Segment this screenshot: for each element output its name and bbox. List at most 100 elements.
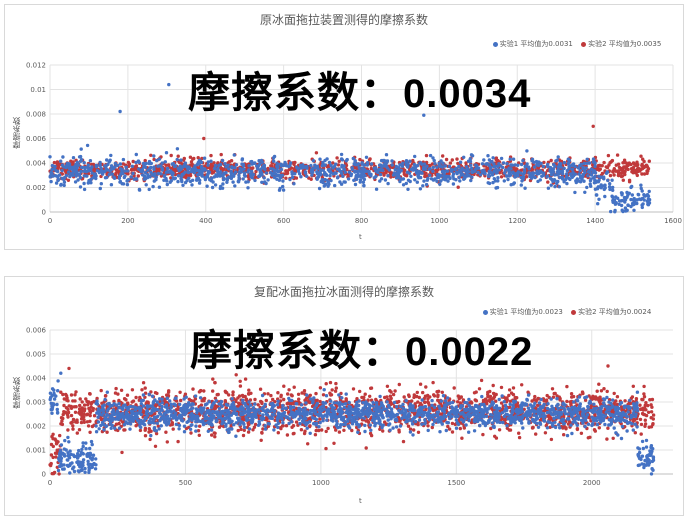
data-point bbox=[301, 166, 305, 170]
data-point bbox=[281, 184, 285, 189]
data-point bbox=[640, 189, 644, 193]
data-point bbox=[74, 390, 78, 394]
data-point bbox=[441, 161, 445, 165]
data-point bbox=[389, 396, 393, 401]
data-point bbox=[464, 161, 468, 165]
data-point bbox=[93, 467, 98, 471]
data-point bbox=[69, 413, 74, 418]
data-point bbox=[599, 175, 603, 179]
data-point bbox=[59, 159, 63, 163]
data-point bbox=[641, 202, 645, 206]
data-point bbox=[329, 178, 333, 183]
data-point bbox=[542, 409, 547, 413]
data-point bbox=[117, 421, 121, 426]
data-point bbox=[59, 182, 63, 187]
data-point bbox=[332, 441, 336, 445]
data-point bbox=[592, 160, 596, 164]
data-point bbox=[358, 174, 362, 179]
data-point bbox=[498, 171, 502, 175]
data-point bbox=[88, 430, 92, 434]
data-point bbox=[149, 390, 153, 394]
data-point bbox=[297, 172, 302, 176]
data-point bbox=[508, 157, 512, 161]
data-point bbox=[575, 427, 580, 432]
data-point bbox=[354, 177, 358, 181]
data-point bbox=[534, 159, 539, 164]
data-point bbox=[114, 422, 119, 426]
data-point bbox=[428, 153, 433, 158]
x-tick-label: 0 bbox=[48, 479, 52, 487]
data-point bbox=[533, 394, 537, 399]
data-point bbox=[591, 394, 595, 398]
data-point bbox=[262, 176, 266, 180]
data-point bbox=[147, 167, 152, 171]
data-point bbox=[428, 173, 432, 177]
data-point bbox=[568, 177, 572, 182]
data-point bbox=[95, 168, 100, 173]
data-point bbox=[414, 168, 418, 172]
data-point bbox=[225, 180, 229, 184]
data-point bbox=[90, 165, 94, 169]
data-point bbox=[472, 391, 477, 395]
data-point bbox=[209, 159, 213, 163]
data-point bbox=[602, 160, 606, 165]
x-tick-label: 1500 bbox=[447, 479, 465, 487]
data-point bbox=[560, 169, 565, 174]
data-point bbox=[458, 179, 462, 183]
data-point bbox=[246, 392, 251, 396]
data-point bbox=[607, 185, 612, 189]
data-point bbox=[319, 179, 323, 184]
data-point bbox=[66, 178, 71, 182]
data-point bbox=[253, 178, 257, 183]
data-point bbox=[374, 187, 379, 191]
data-point bbox=[424, 182, 429, 187]
data-point bbox=[339, 152, 344, 157]
data-point bbox=[405, 164, 410, 168]
data-point bbox=[507, 174, 511, 178]
data-point bbox=[281, 421, 285, 425]
data-point bbox=[558, 175, 562, 180]
data-point bbox=[546, 186, 551, 190]
data-point bbox=[99, 182, 104, 186]
data-point bbox=[353, 162, 357, 166]
data-point bbox=[361, 175, 365, 180]
data-point bbox=[246, 180, 250, 184]
data-point bbox=[278, 175, 282, 179]
data-point bbox=[173, 396, 177, 401]
data-point bbox=[58, 458, 62, 462]
data-point bbox=[247, 168, 251, 172]
data-point bbox=[491, 156, 495, 160]
data-point bbox=[506, 177, 510, 182]
data-point bbox=[306, 442, 310, 446]
data-point bbox=[130, 167, 134, 172]
data-point bbox=[105, 430, 109, 434]
data-point bbox=[606, 178, 610, 183]
data-point bbox=[451, 172, 456, 176]
data-point bbox=[149, 153, 153, 157]
data-point bbox=[499, 156, 504, 161]
data-point bbox=[71, 424, 75, 428]
data-point bbox=[422, 113, 426, 117]
data-point bbox=[612, 173, 616, 177]
data-point bbox=[118, 109, 122, 114]
data-point bbox=[492, 164, 496, 169]
data-point bbox=[123, 169, 128, 173]
data-point bbox=[60, 463, 64, 467]
data-point bbox=[179, 398, 183, 403]
data-point bbox=[80, 447, 84, 451]
data-point bbox=[418, 187, 423, 191]
data-point bbox=[407, 171, 412, 175]
data-point bbox=[366, 420, 371, 424]
data-point bbox=[85, 143, 90, 148]
data-point bbox=[611, 436, 615, 440]
data-point bbox=[200, 156, 204, 161]
data-point bbox=[372, 166, 376, 170]
data-point bbox=[499, 385, 504, 390]
data-point bbox=[591, 157, 596, 161]
data-point bbox=[640, 205, 644, 210]
data-point bbox=[494, 436, 499, 440]
data-point bbox=[356, 162, 361, 166]
data-point bbox=[311, 159, 316, 163]
data-point bbox=[94, 176, 98, 181]
data-point bbox=[189, 169, 194, 174]
